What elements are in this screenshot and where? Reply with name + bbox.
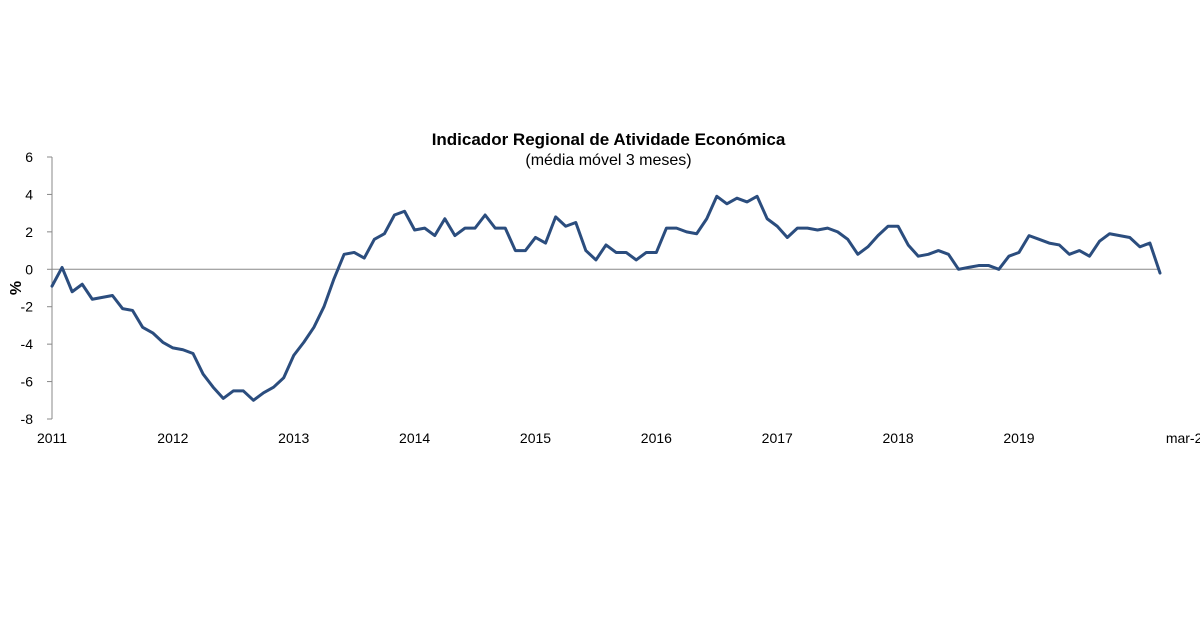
y-tick-label: -4 bbox=[21, 336, 34, 352]
y-tick-label: 4 bbox=[25, 186, 33, 202]
y-axis-label: % bbox=[8, 281, 25, 295]
y-tick-label: 6 bbox=[25, 149, 33, 165]
y-tick-label: -6 bbox=[21, 374, 34, 390]
y-tick-label: 0 bbox=[25, 261, 33, 277]
x-tick-label: 2018 bbox=[883, 430, 914, 446]
x-tick-label: 2011 bbox=[37, 430, 67, 446]
y-tick-label: -8 bbox=[21, 411, 34, 427]
x-tick-label: 2019 bbox=[1003, 430, 1034, 446]
x-tick-label: 2012 bbox=[157, 430, 188, 446]
x-tick-label: 2017 bbox=[762, 430, 793, 446]
x-tick-label: 2014 bbox=[399, 430, 430, 446]
x-tick-label: 2016 bbox=[641, 430, 672, 446]
x-tick-label: 2013 bbox=[278, 430, 309, 446]
y-tick-label: -2 bbox=[21, 299, 34, 315]
chart-subtitle: (média móvel 3 meses) bbox=[525, 152, 692, 169]
series-line bbox=[50, 194, 1162, 402]
chart-title: Indicador Regional de Atividade Económic… bbox=[431, 130, 786, 149]
y-tick-label: 2 bbox=[25, 224, 33, 240]
x-tick-label: 2015 bbox=[520, 430, 551, 446]
x-tick-label: mar-20 bbox=[1166, 430, 1200, 446]
